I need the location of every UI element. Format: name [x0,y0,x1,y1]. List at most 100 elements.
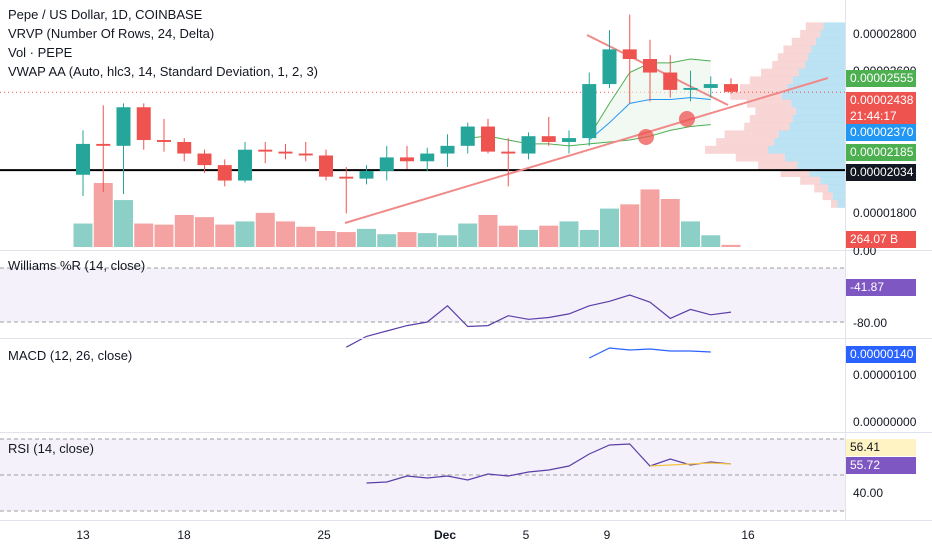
pane-divider-2[interactable] [0,338,932,339]
macd-pane [588,347,711,359]
vp-row-buy [809,168,845,177]
symbol-title[interactable]: Pepe / US Dollar, 1D, COINBASE [8,7,203,22]
pane-divider-1[interactable] [0,250,932,251]
vp-row-sell [761,68,799,77]
volume-bar [195,217,214,247]
x-label: 16 [741,528,755,542]
candle-body [521,136,536,154]
price-axis-border [845,0,846,520]
vp-row-buy [768,145,845,154]
vp-row-sell [780,168,810,177]
volume-bar [579,229,599,247]
candle-body [501,151,516,154]
vp-row-sell [747,99,792,108]
rsi-pane [0,438,845,512]
vp-row-buy [828,184,845,193]
x-label: 25 [317,528,331,542]
volume-bar [498,225,518,247]
vp-row-buy [784,153,845,162]
vwap-lower-badge: 0.00002185 [846,144,916,161]
candle-body [238,149,252,181]
macd-line [588,347,711,359]
volume-bar [276,221,295,247]
candles [76,14,738,214]
candle-body [116,107,131,146]
candle-body [460,126,475,146]
candle-body [96,143,111,146]
vp-row-sell [735,153,785,162]
williams-legend[interactable]: Williams %R (14, close) [8,258,146,273]
candle-body [582,84,597,139]
volume-bar [336,232,356,247]
volume-bar [519,229,538,247]
pane-divider-3[interactable] [0,432,932,433]
candle-body [157,140,171,142]
vp-row-buy [774,138,845,147]
descending-trendline [586,34,729,106]
vp-row-buy [789,122,845,131]
trendlines[interactable] [344,34,829,224]
volume-bar [438,235,457,247]
vp-row-buy [781,91,845,100]
price-tick: 0.00001800 [853,206,917,220]
volume-bar [721,244,741,247]
vp-row-buy [823,22,845,31]
macd-legend[interactable]: MACD (12, 26, close) [8,348,133,363]
macd-value-badge: 0.00000140 [846,346,916,363]
candle-body [683,87,698,90]
rsi-ma-badge: 56.41 [846,439,916,456]
vp-row-sell [724,130,779,139]
volume-bar [357,228,376,247]
volume-bar [174,215,194,247]
rsi-legend[interactable]: RSI (14, close) [8,441,94,456]
volume-bar [377,234,397,247]
volume-bars [73,183,741,247]
vp-row-buy [797,161,845,170]
volume-bar [255,212,275,247]
vp-row-buy [787,84,845,93]
volume-bar [660,199,680,247]
vwap-legend[interactable]: VWAP AA (Auto, hlc3, 14, Standard Deviat… [8,64,319,79]
rsi-ma-line [649,462,732,467]
x-label: 9 [603,528,611,542]
volume-bar [397,232,417,247]
vol-legend[interactable]: Vol · PEPE [8,45,73,60]
vrvp-legend[interactable]: VRVP (Number Of Rows, 24, Delta) [8,26,215,41]
volume-bar [681,221,700,247]
price-tick: 0.00002800 [853,27,917,41]
touch-marker [638,129,654,145]
vp-row-sell [705,145,768,154]
x-label: Dec [433,528,457,542]
volume-bar [620,204,640,247]
macd-tick: 0.00000000 [853,415,917,429]
vp-row-sell [716,138,775,147]
volume-badge: 264.07 B [846,231,916,248]
candle-body [663,72,678,90]
vp-row-sell [758,161,798,170]
vp-row-buy [815,37,845,46]
volume-bar [235,221,255,247]
vp-row-sell [791,37,816,46]
volume-bar [316,231,336,247]
volume-bar [114,200,133,247]
williams-tick: -80.00 [853,316,888,330]
touch-marker [679,111,695,127]
candle-body [562,138,576,142]
vp-row-buy [791,99,845,108]
candle-body [643,59,657,73]
vp-row-buy [811,45,845,54]
candle-body [481,126,495,152]
williams-pane [0,267,845,348]
volume-profile [705,22,845,208]
vp-row-sell [800,30,821,39]
vp-row-sell [744,122,790,131]
volume-bar [296,226,316,247]
macd-tick: 0.00000100 [853,368,917,382]
vp-row-sell [749,114,793,123]
volume-bar [701,235,721,247]
time-axis-border [0,520,932,521]
last-price-badge: 0.00002438 [846,92,916,108]
candle-body [541,136,556,142]
wr-line [345,294,732,348]
candle-body [420,153,435,162]
